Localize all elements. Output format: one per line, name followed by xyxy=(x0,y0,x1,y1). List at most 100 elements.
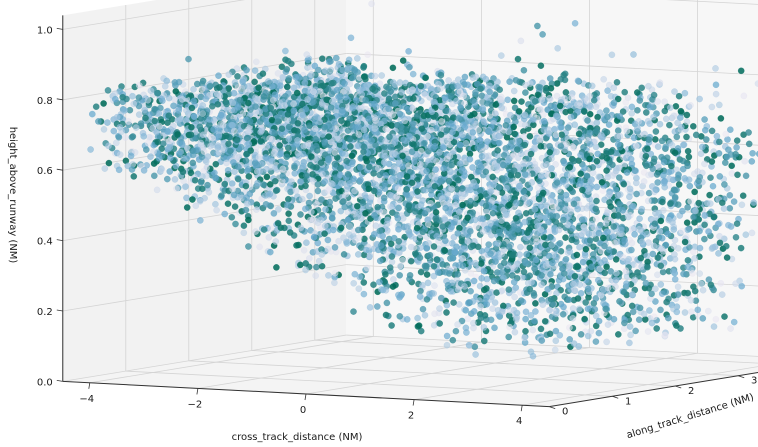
data-point xyxy=(328,80,335,87)
data-point xyxy=(251,67,259,74)
data-point xyxy=(608,51,616,59)
data-point xyxy=(628,103,636,111)
data-point xyxy=(430,243,438,250)
data-point xyxy=(244,99,252,107)
data-point xyxy=(566,336,574,343)
data-point xyxy=(577,331,585,338)
data-point xyxy=(483,138,491,145)
data-point xyxy=(651,155,658,163)
data-point xyxy=(716,138,723,146)
data-point xyxy=(544,171,552,179)
data-point xyxy=(684,147,692,155)
data-point xyxy=(662,143,670,151)
data-point xyxy=(569,314,577,322)
data-point xyxy=(696,227,703,235)
data-point xyxy=(611,239,619,247)
data-point xyxy=(722,130,730,138)
data-point xyxy=(670,242,678,250)
data-point xyxy=(678,227,686,235)
data-point xyxy=(470,319,477,327)
data-point xyxy=(388,258,396,266)
grid-line-x-floor xyxy=(305,347,590,395)
data-point xyxy=(570,280,577,288)
data-point xyxy=(215,72,222,79)
data-point xyxy=(569,224,576,232)
data-point xyxy=(489,305,496,313)
data-point xyxy=(338,180,345,187)
data-point xyxy=(284,57,292,65)
data-point xyxy=(522,89,529,96)
data-point xyxy=(652,285,659,293)
data-point xyxy=(644,197,652,205)
data-point xyxy=(636,97,644,104)
data-point xyxy=(491,109,499,117)
data-point xyxy=(472,89,479,96)
data-point xyxy=(294,149,302,157)
data-point xyxy=(431,98,438,106)
data-point xyxy=(721,181,728,188)
data-point xyxy=(590,230,597,238)
data-point xyxy=(740,92,748,100)
data-point xyxy=(683,111,691,119)
data-point xyxy=(574,263,582,271)
data-point xyxy=(441,94,449,102)
data-point xyxy=(556,331,564,339)
data-point xyxy=(347,34,355,42)
data-point xyxy=(668,162,675,170)
data-point xyxy=(643,162,650,170)
data-point xyxy=(578,216,586,223)
data-point xyxy=(435,80,442,88)
data-point xyxy=(645,82,652,90)
data-point xyxy=(507,111,514,119)
data-point xyxy=(212,160,220,168)
data-point xyxy=(624,213,632,221)
data-point xyxy=(616,191,624,198)
data-point xyxy=(699,143,706,151)
data-point xyxy=(369,85,376,93)
data-point xyxy=(335,93,343,100)
data-point xyxy=(553,112,560,120)
data-point xyxy=(684,204,691,211)
data-point xyxy=(603,107,610,114)
data-point xyxy=(364,51,372,59)
data-point xyxy=(656,228,664,235)
data-point xyxy=(459,193,466,200)
data-point xyxy=(726,204,734,212)
data-point xyxy=(601,242,608,250)
data-point xyxy=(695,199,703,207)
data-point xyxy=(391,81,399,88)
data-point xyxy=(454,82,462,90)
data-point xyxy=(538,281,545,289)
data-point xyxy=(696,270,704,277)
data-point xyxy=(476,187,484,194)
data-point xyxy=(539,301,547,309)
data-point xyxy=(643,109,650,116)
data-point xyxy=(398,89,406,96)
data-point xyxy=(638,84,646,92)
data-point xyxy=(620,288,628,296)
data-point xyxy=(526,199,534,206)
data-point xyxy=(546,75,554,82)
data-point xyxy=(728,170,736,177)
data-point xyxy=(239,78,246,86)
data-point xyxy=(705,228,713,235)
data-point xyxy=(686,182,694,190)
data-point xyxy=(723,242,730,250)
data-point xyxy=(684,289,692,297)
data-point xyxy=(494,147,502,154)
data-point xyxy=(562,255,570,263)
data-point xyxy=(552,161,559,168)
data-point xyxy=(709,244,717,251)
data-point xyxy=(564,124,572,131)
data-point xyxy=(602,220,610,227)
data-point xyxy=(259,70,267,77)
data-point xyxy=(202,95,210,103)
data-point xyxy=(332,54,340,62)
data-point xyxy=(515,108,523,115)
data-point xyxy=(571,121,579,128)
data-point xyxy=(591,305,599,313)
data-point xyxy=(405,48,412,55)
data-point xyxy=(595,229,603,237)
data-point xyxy=(223,100,230,108)
data-point xyxy=(657,306,664,314)
